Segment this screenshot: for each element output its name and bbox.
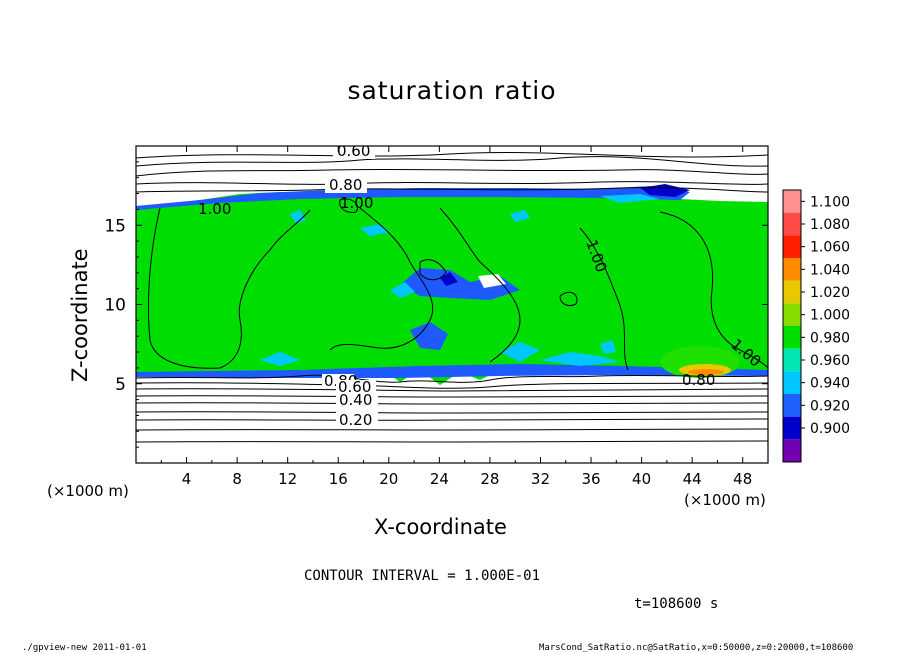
- colorbar-swatch: [783, 303, 801, 326]
- x-tick-label: 4: [182, 470, 192, 488]
- contour-label: 0.80: [682, 371, 715, 389]
- colorbar-swatch: [783, 280, 801, 304]
- colorbar-label: 1.020: [810, 285, 850, 301]
- colorbar-swatch: [783, 439, 801, 462]
- x-tick-label: 32: [531, 470, 550, 488]
- x-tick-label: 44: [683, 470, 702, 488]
- colorbar-swatch: [783, 258, 801, 281]
- colorbar-swatch: [783, 348, 801, 372]
- x-tick-label: 12: [278, 470, 297, 488]
- y-axis-label: Z-coordinate: [68, 248, 92, 382]
- contour-label: 0.60: [338, 378, 371, 396]
- colorbar-label: 1.060: [810, 240, 850, 256]
- x-tick-label: 40: [632, 470, 651, 488]
- cloud-top-band: [136, 186, 690, 210]
- y-tick-label: 15: [104, 216, 126, 236]
- contour-label: 0.40: [339, 391, 372, 409]
- colorbar-label: 0.940: [810, 376, 850, 392]
- chart-title: saturation ratio: [347, 76, 557, 105]
- program-info: ./gpview-new 2011-01-01: [22, 643, 147, 653]
- plot-area: 0.60 0.80 1.00 1.00 1.00 1.00 0.80 0.60 …: [136, 142, 768, 443]
- y-tick-label: 5: [115, 375, 126, 395]
- colorbar-label: 0.980: [810, 330, 850, 346]
- contour-interval: CONTOUR INTERVAL = 1.000E-01: [304, 568, 541, 584]
- source-info: MarsCond_SatRatio.nc@SatRatio,x=0:50000,…: [539, 643, 854, 653]
- colorbar-swatch: [783, 326, 801, 349]
- colorbar-label: 1.000: [810, 308, 850, 324]
- x-tick-label: 16: [329, 470, 348, 488]
- x-axis-label: X-coordinate: [374, 515, 507, 539]
- colorbar-frame: [782, 189, 802, 463]
- contour-label: 1.00: [198, 200, 231, 218]
- colorbar-label: 1.100: [810, 194, 850, 210]
- colorbar-label: 1.040: [810, 262, 850, 278]
- colorbar-swatch: [783, 235, 801, 258]
- y-axis-unit: (×1000 m): [684, 491, 766, 509]
- x-tick-label: 24: [430, 470, 449, 488]
- colorbar-swatch: [783, 371, 801, 394]
- x-tick-label: 8: [232, 470, 242, 488]
- x-tick-label: 48: [733, 470, 752, 488]
- contour-label: 0.20: [339, 411, 372, 429]
- colorbar-label: 0.920: [810, 398, 850, 414]
- x-axis-unit: (×1000 m): [47, 482, 129, 500]
- time-stamp: t=108600 s: [634, 596, 719, 612]
- colorbar-swatch: [783, 416, 801, 440]
- colorbar: 1.100 1.080 1.060 1.040 1.020 1.000 0.980 0.960…: [782, 189, 850, 463]
- y-tick-label: 10: [104, 296, 126, 316]
- colorbar-swatch: [783, 190, 801, 213]
- contour-label: 1.00: [340, 194, 373, 212]
- x-tick-label: 28: [480, 470, 499, 488]
- colorbar-label: 0.900: [810, 421, 850, 437]
- contour-label: 0.80: [329, 176, 362, 194]
- x-tick-label: 20: [379, 470, 398, 488]
- colorbar-label: 1.080: [810, 217, 850, 233]
- colorbar-label: 0.960: [810, 353, 850, 369]
- colorbar-swatch: [783, 394, 801, 417]
- x-tick-label: 36: [581, 470, 600, 488]
- contour-label: 0.60: [337, 142, 370, 160]
- cloud-base-band: [136, 364, 768, 378]
- colorbar-swatch: [783, 212, 801, 236]
